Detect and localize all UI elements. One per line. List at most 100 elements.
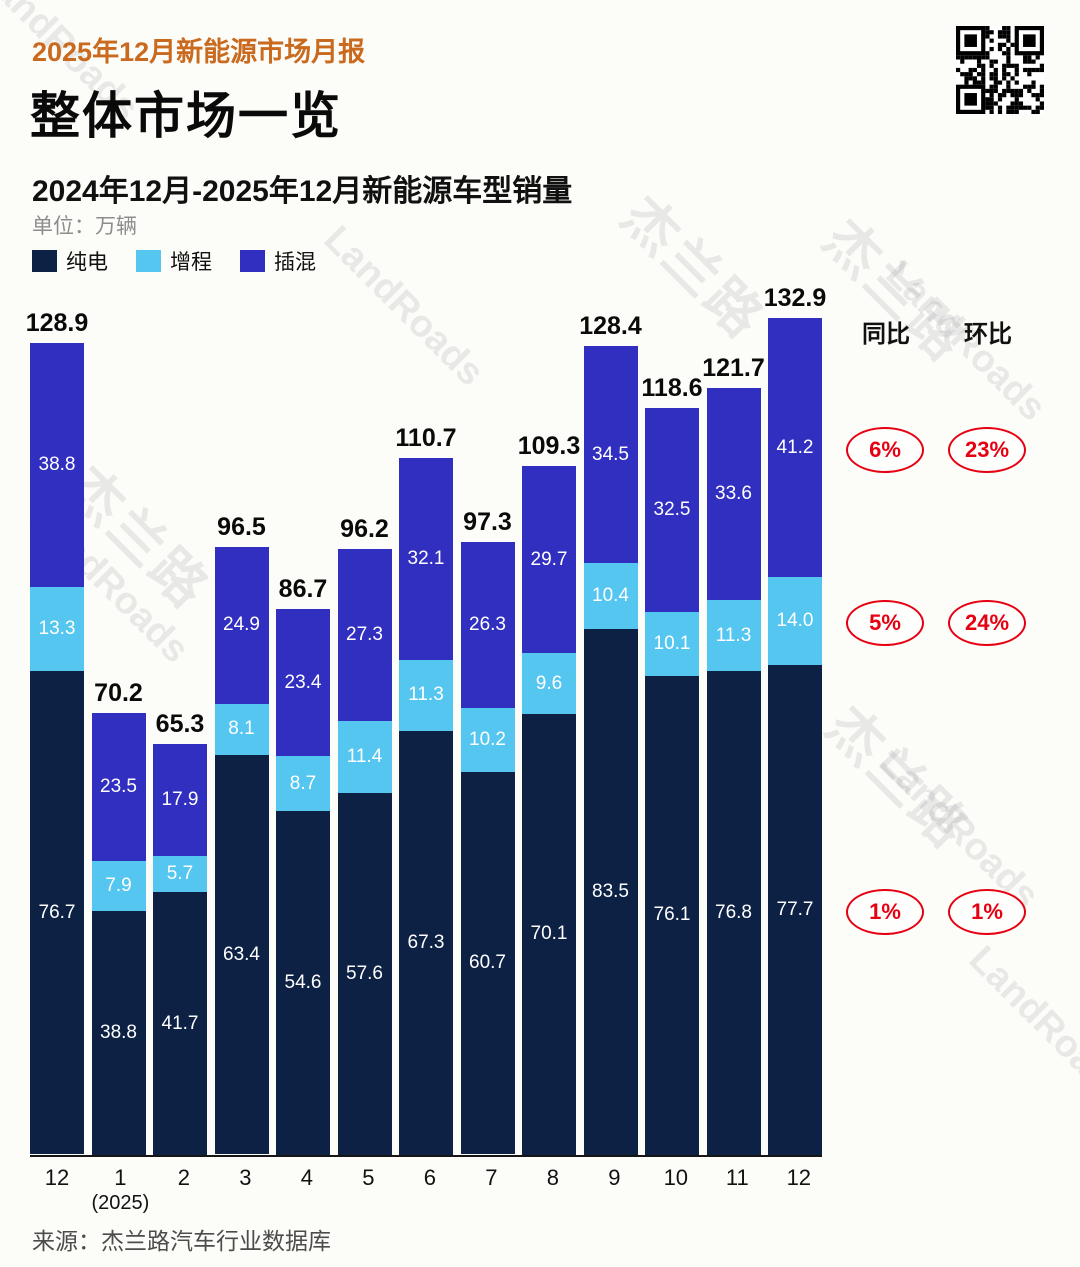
segment-插混: 41.2 xyxy=(768,317,822,578)
x-axis-label: 12 xyxy=(786,1165,812,1190)
legend-label: 插混 xyxy=(274,251,316,274)
segment-value-label: 32.5 xyxy=(653,499,691,521)
x-axis-label: 2 xyxy=(177,1165,190,1190)
x-axis-label: 8 xyxy=(546,1165,559,1190)
segment-value-label: 32.1 xyxy=(407,547,445,569)
segment-value-label: 23.4 xyxy=(284,671,322,693)
bar-total-label: 110.7 xyxy=(395,423,457,452)
segment-value-label: 13.3 xyxy=(38,618,76,640)
bar-total-label: 86.7 xyxy=(278,574,328,603)
segment-value-label: 38.8 xyxy=(38,454,76,476)
segment-纯电: 57.6 xyxy=(337,792,392,1155)
segment-插混: 23.5 xyxy=(91,712,146,861)
segment-纯电: 77.7 xyxy=(768,665,822,1155)
segment-value-label: 7.9 xyxy=(105,874,132,896)
qr-code xyxy=(956,26,1044,114)
segment-value-label: 54.6 xyxy=(284,971,322,993)
bar-total-label: 118.6 xyxy=(641,373,703,402)
segment-value-label: 83.5 xyxy=(592,880,629,902)
bar-month-12-0: 128.9 38.8 13.3 76.7 xyxy=(26,309,88,1155)
segment-插混: 24.9 xyxy=(214,547,269,704)
bar-chart: 128.9 38.8 13.3 76.7 70.2 23.5 7.9 38.8 65.3 17.9… xyxy=(26,284,826,1157)
phev-swatch-icon xyxy=(240,250,265,272)
segment-value-label: 23.5 xyxy=(100,775,137,797)
segment-value-label: 11.3 xyxy=(408,684,444,706)
x-axis-label: 3 xyxy=(239,1165,252,1190)
mom-badge: 23% xyxy=(948,426,1026,473)
segment-value-label: 10.2 xyxy=(469,728,506,750)
segment-增程: 7.9 xyxy=(91,860,146,911)
bar-total-label: 121.7 xyxy=(702,354,765,383)
bar-total-label: 128.9 xyxy=(25,308,89,337)
segment-value-label: 11.3 xyxy=(715,624,752,646)
segment-插混: 32.1 xyxy=(399,457,453,660)
segment-插混: 34.5 xyxy=(583,346,638,564)
mom-column-header: 环比 xyxy=(964,321,1012,348)
segment-增程: 11.3 xyxy=(706,599,761,672)
bar-month-12-12: 132.9 41.2 14.0 77.7 xyxy=(764,284,826,1155)
segment-value-label: 8.1 xyxy=(228,718,255,740)
segment-value-label: 27.3 xyxy=(346,623,383,645)
yoy-badge: 1% xyxy=(846,889,924,936)
segment-纯电: 54.6 xyxy=(276,811,330,1155)
x-axis-label: 12 xyxy=(44,1165,70,1190)
bar-month-8-8: 109.3 29.7 9.6 70.1 xyxy=(518,432,580,1155)
segment-value-label: 76.8 xyxy=(715,902,752,924)
bar-month-11-11: 121.7 33.6 11.3 76.8 xyxy=(702,354,765,1155)
x-axis-label: 6 xyxy=(423,1165,436,1190)
x-axis-label: 7 xyxy=(485,1165,498,1190)
bar-total-label: 132.9 xyxy=(763,283,827,312)
chart-legend: 纯电 增程 插混 xyxy=(32,246,316,276)
mom-badge: 24% xyxy=(948,600,1026,647)
bar-month-2-2: 65.3 17.9 5.7 41.7 xyxy=(153,710,207,1155)
segment-value-label: 9.6 xyxy=(535,672,563,694)
bar-total-label: 109.3 xyxy=(517,432,581,461)
yoy-badge: 6% xyxy=(846,426,924,473)
segment-增程: 11.3 xyxy=(399,659,453,731)
bar-total-label: 128.4 xyxy=(579,312,642,341)
segment-value-label: 76.7 xyxy=(38,901,76,923)
bar-month-7-7: 97.3 26.3 10.2 60.7 xyxy=(460,508,515,1155)
segment-value-label: 24.9 xyxy=(223,614,260,636)
segment-value-label: 41.7 xyxy=(161,1012,199,1034)
bar-total-label: 65.3 xyxy=(155,709,205,738)
x-axis-labels: 12 1 (2025) 2 3 4 5 6 7 8 9 10 11 12 xyxy=(30,1165,822,1215)
segment-value-label: 5.7 xyxy=(166,863,194,885)
segment-value-label: 60.7 xyxy=(469,952,506,974)
segment-插混: 27.3 xyxy=(337,548,392,721)
bar-month-1-1: 70.2 23.5 7.9 38.8 xyxy=(91,679,146,1155)
segment-增程: 8.1 xyxy=(214,703,269,755)
segment-value-label: 76.1 xyxy=(653,904,691,926)
segment-value-label: 41.2 xyxy=(776,436,814,458)
segment-增程: 9.6 xyxy=(522,653,576,714)
segment-value-label: 14.0 xyxy=(776,610,814,632)
segment-value-label: 33.6 xyxy=(715,483,752,505)
x-axis-label: 5 xyxy=(362,1165,375,1190)
segment-value-label: 29.7 xyxy=(530,548,568,570)
segment-纯电: 76.8 xyxy=(706,671,761,1155)
bar-month-10-10: 118.6 32.5 10.1 76.1 xyxy=(641,374,703,1155)
segment-value-label: 11.4 xyxy=(346,745,383,767)
segment-value-label: 70.1 xyxy=(530,923,568,945)
segment-value-label: 38.8 xyxy=(100,1021,137,1043)
segment-value-label: 34.5 xyxy=(592,443,629,465)
x-axis-sublabel: (2025) xyxy=(91,1192,150,1215)
page-title: 整体市场一览 xyxy=(30,88,342,144)
segment-value-label: 10.4 xyxy=(592,585,629,607)
segment-value-label: 10.1 xyxy=(653,633,691,655)
segment-纯电: 63.4 xyxy=(214,754,269,1155)
x-axis-label: 10 xyxy=(663,1165,689,1190)
segment-纯电: 70.1 xyxy=(522,713,576,1155)
segment-增程: 10.2 xyxy=(460,707,515,772)
bar-total-label: 96.2 xyxy=(340,514,389,543)
unit-label: 单位：万辆 xyxy=(32,215,137,238)
segment-value-label: 77.7 xyxy=(776,899,814,921)
segment-增程: 11.4 xyxy=(337,720,392,793)
segment-value-label: 8.7 xyxy=(289,772,317,794)
segment-增程: 5.7 xyxy=(153,856,207,893)
segment-增程: 13.3 xyxy=(30,587,84,672)
bar-total-label: 70.2 xyxy=(94,678,143,707)
report-tag: 2025年12月新能源市场月报 xyxy=(32,37,366,67)
